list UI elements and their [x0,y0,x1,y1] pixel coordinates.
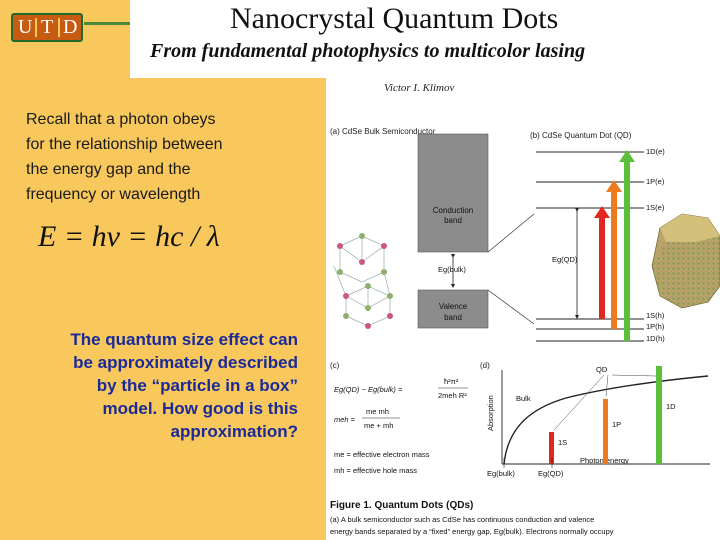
qd-peak-1d [656,366,662,464]
left-panel [0,0,326,540]
electron-mass-legend: me = effective electron mass [334,450,430,459]
qd-gap-equation-lhs: Eg(QD) − Eg(bulk) = [334,385,403,394]
qd-gap-equation-numer: ħ²π² [444,377,459,386]
qd-peak-1p [603,399,608,464]
panel-a-label: (a) CdSe Bulk Semiconductor [330,127,436,136]
utd-logo[interactable]: U T D [11,13,83,42]
question-line: be approximately described [73,353,298,372]
eg-bulk-label: Eg(bulk) [438,265,466,274]
level-1p-h: 1P(h) [646,322,665,331]
peak-1d-label: 1D [666,402,676,411]
question-line: by the “particle in a box” [96,376,298,395]
reduced-mass-lhs: meh = [334,415,356,424]
eg-qd-label: Eg(QD) [552,255,578,264]
logo-letter: U [18,16,33,38]
figure-panel: Victor I. Klimov (a) CdSe Bulk Semicondu… [326,82,720,540]
intro-line: frequency or wavelength [26,186,201,203]
slide-subtitle: From fundamental photophysics to multico… [150,40,586,62]
peak-1s-label: 1S [558,438,567,447]
panel-b-label: (b) CdSe Quantum Dot (QD) [530,131,632,140]
level-1d-e: 1D(e) [646,147,665,156]
conduction-band-label: band [444,216,462,225]
transition-arrow-1p [606,180,622,329]
absorption-axis-label: Absorption [486,395,495,431]
question-text: The quantum size effect can be approxima… [20,328,298,443]
eg-qd-tick-label: Eg(QD) [538,469,564,478]
qd-gap-equation-denom: 2meh R² [438,391,467,400]
bulk-absorption-curve [503,375,709,465]
title-area [130,0,720,78]
panel-c-label: (c) [330,361,340,370]
logo-letter: D [63,16,78,38]
eg-bulk-tick-label: Eg(bulk) [487,469,515,478]
author: Victor I. Klimov [384,82,455,94]
transition-arrow-1d [619,150,635,341]
logo-divider [58,18,60,37]
transition-arrow-1s [594,206,610,319]
hole-mass-legend: mh = effective hole mass [334,466,417,475]
intro-line: Recall that a photon obeys [26,111,216,128]
figure-caption-line: (a) A bulk semiconductor such as CdSe ha… [330,515,594,524]
qd-label: QD [596,365,608,374]
bulk-lattice-illustration [333,235,391,327]
question-line: The quantum size effect can [70,330,298,349]
peak-1p-label: 1P [612,420,621,429]
logo-accent-line [84,22,130,25]
level-1s-h: 1S(h) [646,311,665,320]
question-line: model. How good is this [102,399,299,418]
reduced-mass-numer: me mh [366,407,389,416]
qd-pointer [611,374,657,377]
conduction-band [417,133,489,253]
band-connector [487,289,535,325]
intro-line: the energy gap and the [26,161,191,178]
intro-line: for the relationship between [26,136,223,153]
valence-band [417,289,489,329]
logo-letter: T [41,16,54,38]
level-1p-e: 1P(e) [646,177,665,186]
valence-band-label: band [444,313,462,322]
qd-pointer [605,374,609,397]
figure-caption-title: Figure 1. Quantum Dots (QDs) [330,500,473,511]
reduced-mass-denom: me + mh [364,421,393,430]
intro-text: Recall that a photon obeys for the relat… [26,107,318,207]
valence-band-label: Valence [439,302,468,311]
lattice-atoms [337,243,393,329]
level-1d-h: 1D(h) [646,334,665,343]
level-1s-e: 1S(e) [646,203,665,212]
bulk-curve-label: Bulk [516,394,531,403]
conduction-band-label: Conduction [433,206,473,215]
quantum-dots-figure: (a) CdSe Bulk Semiconductor (b) CdSe Qua… [330,127,720,536]
band-connector [487,213,535,253]
question-line: approximation? [170,422,298,441]
slide-title: Nanocrystal Quantum Dots [230,2,559,35]
qd-nanocrystal-illustration [651,213,720,309]
qd-pointer [553,374,605,431]
qd-peak-1s [549,432,554,464]
lattice-atoms [337,233,393,319]
planck-equation: E = hν = hc / λ [38,220,220,253]
panel-d-label: (d) [480,361,490,370]
logo-divider [35,18,37,37]
figure-caption-line: energy bands separated by a “fixed” ener… [330,527,614,536]
